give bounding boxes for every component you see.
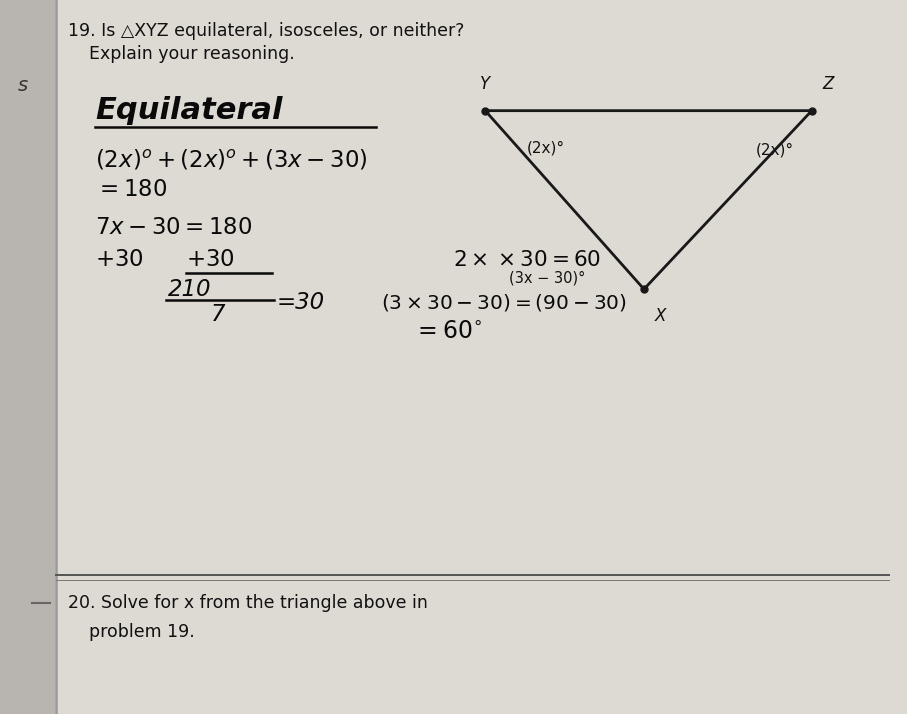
- Text: Explain your reasoning.: Explain your reasoning.: [89, 45, 295, 64]
- Text: =30: =30: [277, 291, 325, 314]
- Text: 19. Is △XYZ equilateral, isosceles, or neither?: 19. Is △XYZ equilateral, isosceles, or n…: [68, 21, 464, 40]
- Bar: [0, 0, 54, 714]
- Text: $2\times\times30=60$: $2\times\times30=60$: [454, 250, 601, 270]
- Text: $+30$: $+30$: [95, 248, 144, 271]
- Text: problem 19.: problem 19.: [89, 623, 195, 641]
- Text: $=60^{\circ}$: $=60^{\circ}$: [413, 320, 482, 344]
- Text: $=180$: $=180$: [95, 178, 168, 201]
- Text: $+30$: $+30$: [186, 248, 235, 271]
- Text: 210: 210: [168, 278, 211, 301]
- Text: 7: 7: [211, 303, 226, 326]
- Text: s: s: [17, 76, 28, 95]
- Text: (3x − 30)°: (3x − 30)°: [509, 271, 585, 286]
- Text: Y: Y: [480, 75, 491, 93]
- Text: $(3\times30-30)=(90-30)$: $(3\times30-30)=(90-30)$: [381, 292, 627, 313]
- Text: Equilateral: Equilateral: [95, 96, 283, 125]
- FancyBboxPatch shape: [54, 0, 907, 714]
- Text: Z: Z: [823, 75, 834, 93]
- Text: $7x-30=180$: $7x-30=180$: [95, 216, 253, 238]
- Text: X: X: [655, 307, 667, 325]
- Text: (2x)°: (2x)°: [527, 141, 565, 156]
- Text: $(2x)^{o}+(2x)^{o}+(3x-30)$: $(2x)^{o}+(2x)^{o}+(3x-30)$: [95, 149, 367, 173]
- Text: 20. Solve for x from the triangle above in: 20. Solve for x from the triangle above …: [68, 594, 428, 613]
- Text: (2x)°: (2x)°: [756, 143, 794, 158]
